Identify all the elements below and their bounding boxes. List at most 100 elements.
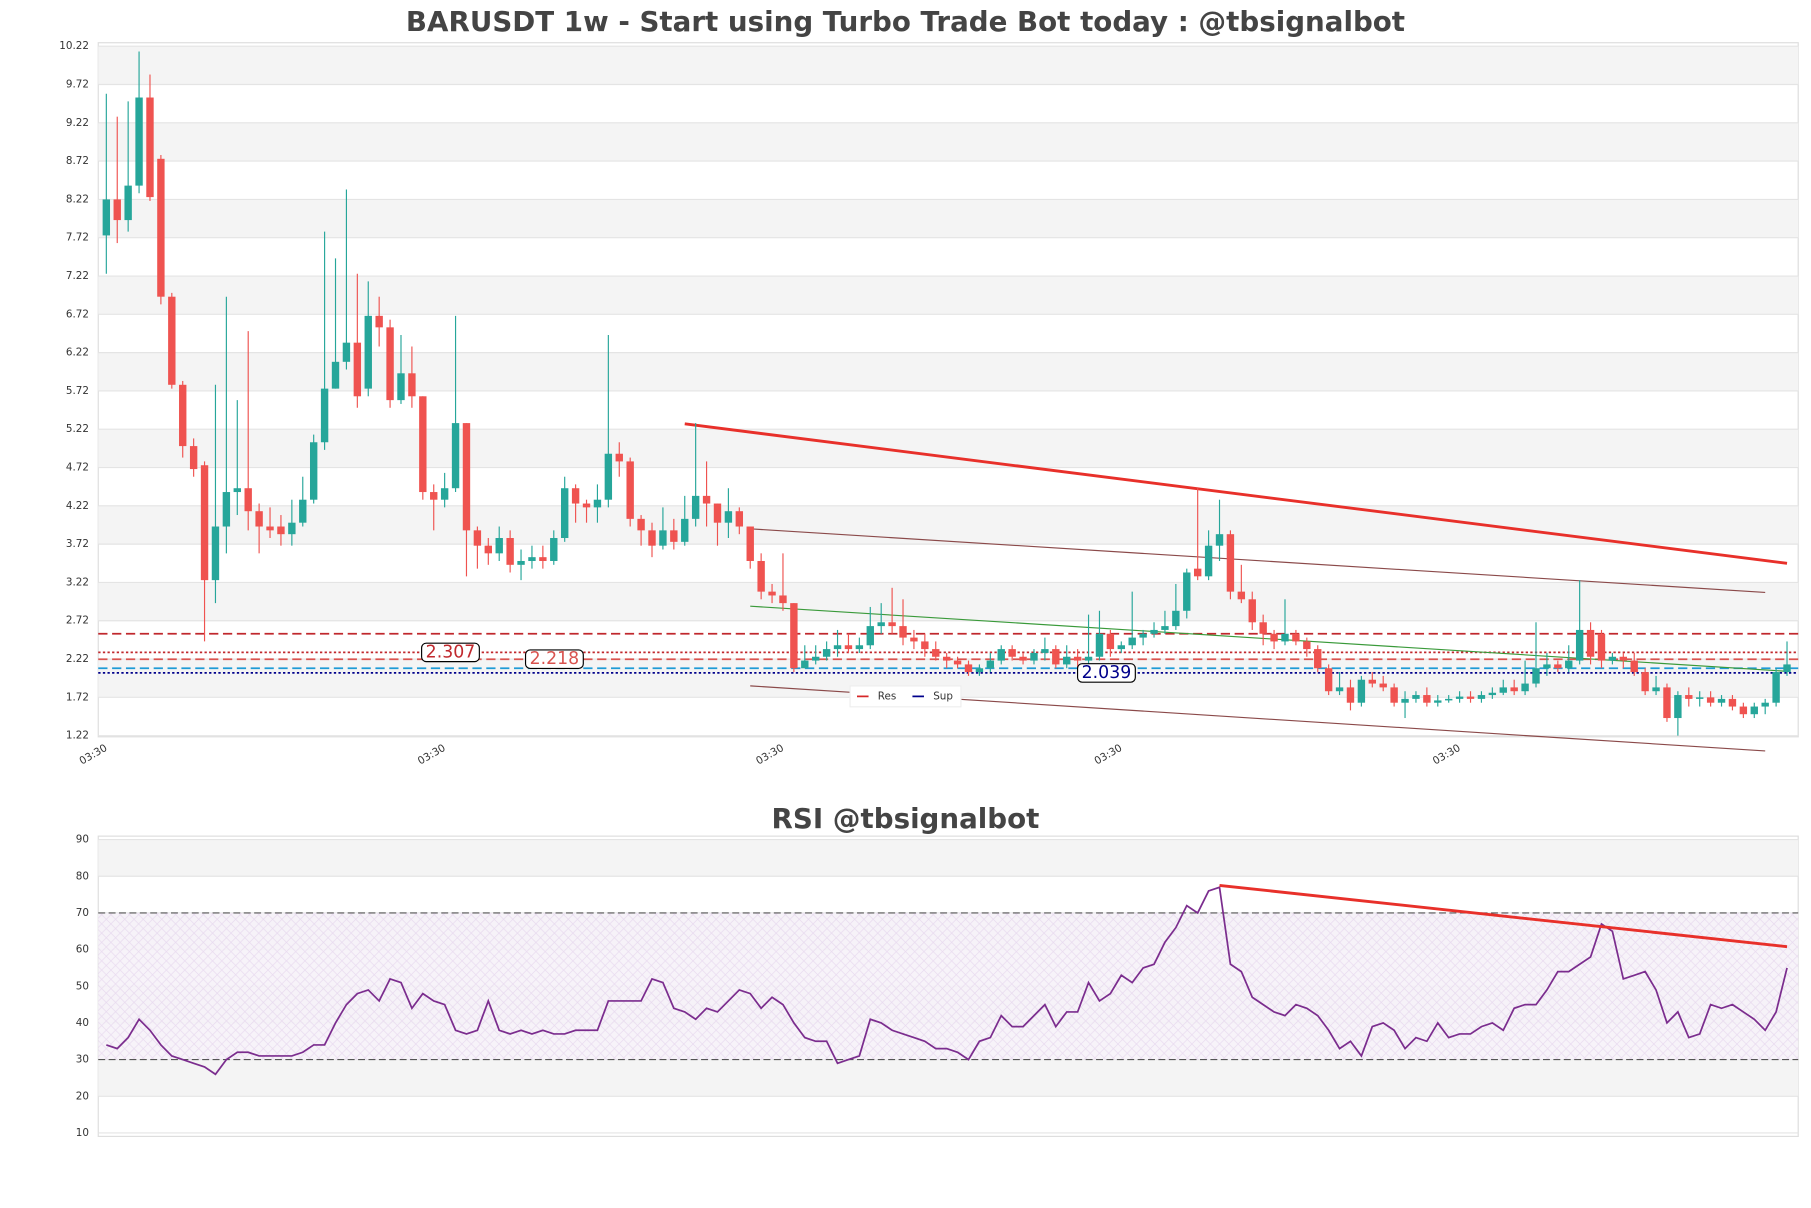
candle-body <box>593 499 602 508</box>
y-tick-label: 3.72 <box>66 538 89 550</box>
rsi-band <box>98 912 1799 1060</box>
x-tick-label: 03:30 <box>1092 742 1124 767</box>
candle-body <box>812 656 820 661</box>
candle-body <box>1521 683 1529 692</box>
y-tick-label: 8.22 <box>66 193 89 205</box>
candle-body <box>211 526 220 581</box>
candle-body <box>713 503 722 523</box>
candle-body <box>462 423 471 531</box>
y-tick-label: 4.22 <box>66 500 89 512</box>
candle-body <box>1379 683 1387 688</box>
candle-body <box>288 522 296 535</box>
grid-band <box>98 122 1799 162</box>
grid-band <box>98 505 1799 545</box>
trend-line <box>684 422 1788 565</box>
candle-body <box>1161 626 1169 630</box>
candle-body <box>309 442 318 500</box>
candle-body <box>1041 649 1049 653</box>
candle-body <box>277 526 285 535</box>
candle-body <box>331 361 340 389</box>
candle-body <box>1248 599 1256 623</box>
candle-body <box>1259 622 1267 634</box>
y-tick-label: 6.72 <box>66 308 89 320</box>
y-tick-label: 1.22 <box>66 730 89 742</box>
candle-body <box>1641 672 1649 692</box>
candle-body <box>1073 656 1082 661</box>
y-tick-label: 50 <box>76 980 89 992</box>
candle-body <box>801 660 809 669</box>
candle-body <box>1314 649 1322 669</box>
candle-body <box>353 342 362 397</box>
y-tick-label: 6.22 <box>66 347 89 359</box>
candle-body <box>1565 660 1573 669</box>
candle-body <box>179 384 187 447</box>
candle-body <box>1335 687 1344 692</box>
candle-body <box>1281 633 1289 642</box>
candle-body <box>626 461 634 519</box>
candle-body <box>1368 679 1376 684</box>
candle-body <box>1390 687 1398 703</box>
candle-body <box>528 557 536 561</box>
grid-band <box>98 429 1799 468</box>
candle-body <box>648 530 656 546</box>
rsi-line <box>106 886 1788 1076</box>
candle-body <box>1554 664 1562 669</box>
candle-body <box>1237 591 1246 600</box>
candle-body <box>615 453 623 462</box>
x-tick-label: 03:30 <box>77 742 109 767</box>
candle-body <box>1488 692 1497 696</box>
candle-body <box>146 97 154 198</box>
candle-body <box>1663 687 1671 719</box>
candle-body <box>168 296 176 385</box>
candle-body <box>1630 660 1638 673</box>
candle-body <box>375 315 383 328</box>
y-tick-label: 4.72 <box>66 462 89 474</box>
candle-body <box>942 656 951 661</box>
candle-body <box>495 538 503 554</box>
grid-band <box>98 46 1799 85</box>
candle-body <box>1434 700 1442 703</box>
candle-body <box>397 373 405 401</box>
candle-body <box>1739 706 1748 715</box>
candle-body <box>1445 698 1453 701</box>
legend-label: Res <box>878 690 897 702</box>
candle-body <box>1226 534 1235 592</box>
level-tag-box <box>524 649 584 670</box>
candle-body <box>1750 706 1758 715</box>
y-tick-label: 8.72 <box>66 155 89 167</box>
candle-body <box>1466 696 1475 699</box>
candle-body <box>1608 656 1617 661</box>
candle-body <box>1052 649 1060 665</box>
y-tick-label: 10 <box>76 1127 89 1139</box>
candle-body <box>320 388 329 443</box>
candle-body <box>1357 679 1366 703</box>
candle-body <box>986 660 995 669</box>
candle-body <box>735 511 744 527</box>
y-tick-label: 30 <box>76 1054 89 1066</box>
candle-body <box>1652 687 1660 692</box>
trend-line <box>750 528 1766 593</box>
candle-body <box>1455 696 1464 699</box>
candle-body <box>440 488 449 500</box>
level-tag: 2.039 <box>1082 663 1132 683</box>
candle-body <box>1063 656 1071 665</box>
candle-body <box>1772 672 1780 703</box>
candle-body <box>855 645 864 650</box>
candle-body <box>746 526 754 561</box>
level-tag-box <box>1076 663 1136 683</box>
x-tick-label: 03:30 <box>1431 742 1463 767</box>
candle-body <box>517 560 525 565</box>
candle-body <box>1204 545 1213 577</box>
candle-body <box>757 560 765 592</box>
candle-body <box>1412 695 1420 699</box>
candle-body <box>1477 695 1486 699</box>
y-tick-label: 5.22 <box>66 423 89 435</box>
legend-label: Sup <box>933 690 953 702</box>
candle-body <box>1543 664 1551 669</box>
candle-body <box>932 649 940 657</box>
level-tag: 2.307 <box>426 642 476 662</box>
candle-body <box>233 488 241 493</box>
candle-body <box>1270 633 1278 642</box>
y-tick-label: 9.72 <box>66 78 89 90</box>
